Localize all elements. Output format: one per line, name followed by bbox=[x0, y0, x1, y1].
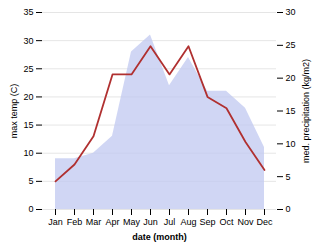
svg-text:Feb: Feb bbox=[67, 217, 83, 227]
svg-text:35: 35 bbox=[23, 7, 33, 17]
svg-text:10: 10 bbox=[23, 148, 33, 158]
svg-text:Aug: Aug bbox=[180, 217, 196, 227]
svg-text:Jun: Jun bbox=[143, 217, 158, 227]
svg-text:max temp (C): max temp (C) bbox=[9, 84, 19, 139]
svg-text:Jul: Jul bbox=[164, 217, 176, 227]
svg-text:10: 10 bbox=[286, 139, 296, 149]
svg-text:May: May bbox=[123, 217, 141, 227]
svg-text:date (month): date (month) bbox=[132, 232, 187, 242]
svg-text:25: 25 bbox=[286, 40, 296, 50]
svg-text:15: 15 bbox=[286, 106, 296, 116]
svg-text:5: 5 bbox=[28, 176, 33, 186]
svg-text:Jan: Jan bbox=[48, 217, 63, 227]
svg-text:med. precipitation (kg/m2): med. precipitation (kg/m2) bbox=[301, 59, 311, 163]
svg-text:Dec: Dec bbox=[256, 217, 273, 227]
svg-text:20: 20 bbox=[23, 92, 33, 102]
svg-text:5: 5 bbox=[286, 172, 291, 182]
svg-text:Apr: Apr bbox=[105, 217, 119, 227]
svg-text:0: 0 bbox=[28, 204, 33, 214]
svg-text:20: 20 bbox=[286, 73, 296, 83]
svg-text:15: 15 bbox=[23, 120, 33, 130]
svg-text:Oct: Oct bbox=[219, 217, 234, 227]
svg-text:30: 30 bbox=[23, 36, 33, 46]
svg-text:30: 30 bbox=[286, 7, 296, 17]
svg-text:0: 0 bbox=[286, 204, 291, 214]
svg-text:25: 25 bbox=[23, 64, 33, 74]
svg-text:Nov: Nov bbox=[237, 217, 254, 227]
svg-text:Sep: Sep bbox=[199, 217, 215, 227]
svg-text:Mar: Mar bbox=[86, 217, 102, 227]
